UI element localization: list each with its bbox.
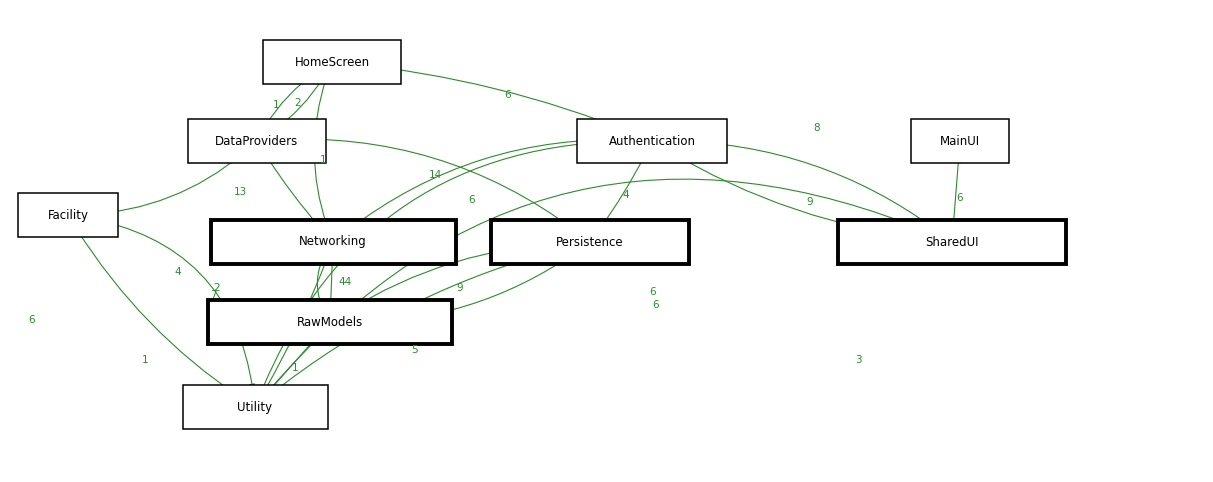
Text: 6: 6 <box>505 90 512 100</box>
Text: 9: 9 <box>807 197 813 207</box>
FancyArrowPatch shape <box>266 155 321 228</box>
Text: 1: 1 <box>142 355 148 365</box>
FancyArrowPatch shape <box>85 217 255 389</box>
FancyBboxPatch shape <box>18 193 118 237</box>
Text: 14: 14 <box>428 170 442 180</box>
FancyArrowPatch shape <box>274 139 576 231</box>
FancyArrowPatch shape <box>266 71 318 125</box>
FancyArrowPatch shape <box>267 179 936 393</box>
Text: 6: 6 <box>29 315 35 325</box>
Text: Utility: Utility <box>238 401 273 414</box>
Text: 6: 6 <box>468 195 475 205</box>
FancyBboxPatch shape <box>182 385 328 429</box>
Text: 4: 4 <box>622 190 630 200</box>
Text: 1: 1 <box>291 363 298 373</box>
FancyArrowPatch shape <box>267 335 319 394</box>
FancyArrowPatch shape <box>348 64 636 134</box>
FancyArrowPatch shape <box>347 140 636 231</box>
Text: HomeScreen: HomeScreen <box>295 55 370 68</box>
Text: 3: 3 <box>855 355 861 365</box>
FancyArrowPatch shape <box>272 77 324 132</box>
Text: 2: 2 <box>213 283 221 293</box>
Text: 2: 2 <box>295 98 301 108</box>
FancyBboxPatch shape <box>207 300 452 344</box>
FancyArrowPatch shape <box>600 156 644 228</box>
Text: 6: 6 <box>957 193 963 203</box>
FancyArrowPatch shape <box>269 246 574 396</box>
Text: 7: 7 <box>210 290 216 300</box>
FancyArrowPatch shape <box>261 141 636 390</box>
FancyArrowPatch shape <box>344 242 574 312</box>
FancyArrowPatch shape <box>314 78 328 225</box>
Text: 6: 6 <box>650 287 656 297</box>
Text: DataProviders: DataProviders <box>216 134 298 147</box>
FancyArrowPatch shape <box>668 141 938 231</box>
Text: 13: 13 <box>233 187 246 197</box>
FancyArrowPatch shape <box>76 229 240 397</box>
Text: 5: 5 <box>411 345 418 355</box>
FancyBboxPatch shape <box>838 220 1066 264</box>
Text: Authentication: Authentication <box>609 134 695 147</box>
FancyBboxPatch shape <box>911 119 1009 163</box>
Text: Facility: Facility <box>47 209 89 222</box>
FancyBboxPatch shape <box>577 119 727 163</box>
Text: 1: 1 <box>273 100 279 110</box>
Text: RawModels: RawModels <box>297 316 363 329</box>
Text: SharedUI: SharedUI <box>926 236 979 249</box>
Text: Networking: Networking <box>300 236 366 249</box>
FancyArrowPatch shape <box>318 257 324 307</box>
FancyArrowPatch shape <box>329 259 334 304</box>
Text: MainUI: MainUI <box>940 134 980 147</box>
FancyArrowPatch shape <box>666 150 934 242</box>
Text: Persistence: Persistence <box>557 236 623 249</box>
FancyArrowPatch shape <box>264 258 328 391</box>
Text: 44: 44 <box>338 277 352 287</box>
Text: 8: 8 <box>814 123 820 133</box>
Text: 1: 1 <box>320 155 326 165</box>
Text: 6: 6 <box>653 300 660 310</box>
FancyBboxPatch shape <box>188 119 326 163</box>
FancyBboxPatch shape <box>263 40 402 84</box>
FancyArrowPatch shape <box>951 158 958 224</box>
FancyArrowPatch shape <box>85 153 244 214</box>
FancyBboxPatch shape <box>491 220 689 264</box>
Text: 9: 9 <box>456 283 463 293</box>
FancyArrowPatch shape <box>348 252 576 325</box>
FancyBboxPatch shape <box>211 220 456 264</box>
Text: 4: 4 <box>175 267 181 277</box>
